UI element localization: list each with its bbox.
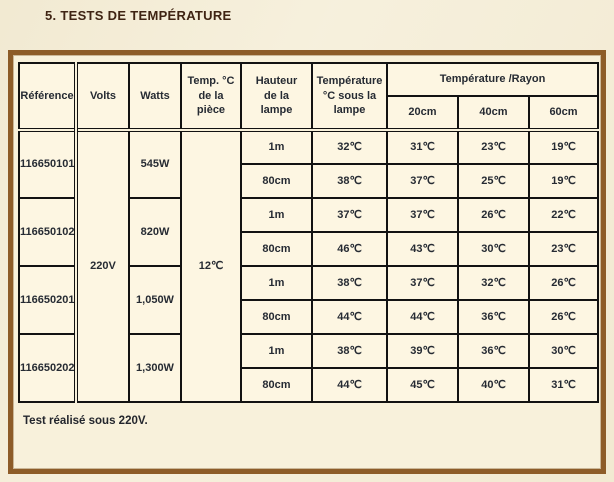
volts-cell: 220V [74,128,130,403]
temp-20cm-cell: 45℃ [386,367,459,403]
reference-cell: 116650102 [18,197,77,267]
temp-60cm-cell: 23℃ [527,231,600,267]
col-header-radius-60cm: 60cm [527,95,600,131]
watts-cell: 545W [128,128,182,199]
temp-20cm-cell: 31℃ [386,128,459,165]
table-row: 80cm 44℃ 44℃ 36℃ 26℃ [19,299,600,335]
temp-60cm-cell: 31℃ [527,367,600,403]
temp-under-lamp-cell: 38℃ [311,333,388,369]
watts-cell: 1,050W [128,265,182,335]
temp-60cm-cell: 26℃ [527,299,600,335]
room-temp-cell: 12℃ [180,128,242,403]
temp-under-lamp-cell: 32℃ [311,128,388,165]
col-header-watts: Watts [128,62,182,131]
table-row: 80cm 44℃ 45℃ 40℃ 31℃ [19,367,600,403]
col-header-room-temp: Temp. °C de la pièce [180,62,242,131]
temp-20cm-cell: 44℃ [386,299,459,335]
temp-under-lamp-cell: 38℃ [311,265,388,301]
lamp-height-cell: 80cm [240,367,313,403]
temp-40cm-cell: 30℃ [457,231,530,267]
col-header-radius-20cm: 20cm [386,95,459,131]
lamp-height-cell: 1m [240,128,313,165]
temp-under-lamp-cell: 44℃ [311,367,388,403]
col-header-temp-by-radius: Température /Rayon [385,62,600,97]
reference-cell: 116650101 [18,128,77,199]
temp-40cm-cell: 26℃ [457,197,530,233]
reference-cell: 116650201 [18,265,77,335]
temp-20cm-cell: 37℃ [386,197,459,233]
temp-60cm-cell: 30℃ [527,333,600,369]
col-header-radius-40cm: 40cm [457,95,530,131]
col-header-reference: Référence [18,62,77,131]
lamp-height-cell: 80cm [240,231,313,267]
temp-20cm-cell: 39℃ [386,333,459,369]
temp-20cm-cell: 37℃ [386,163,459,199]
temp-40cm-cell: 25℃ [457,163,530,199]
table-row: 116650202 1,300W 1m 38℃ 39℃ 36℃ 30℃ [18,333,600,403]
temp-under-lamp-cell: 37℃ [311,197,388,233]
lamp-height-cell: 80cm [240,163,313,199]
table-row: 116650101 220V 545W 12℃ 1m 32℃ 31℃ 23℃ 19℃ [18,128,600,403]
temp-20cm-cell: 37℃ [386,265,459,301]
reference-cell: 116650202 [18,333,77,403]
temp-under-lamp-cell: 46℃ [311,231,388,267]
temp-under-lamp-cell: 44℃ [311,299,388,335]
header-row-1: Référence Volts Watts Temp. °C de la piè… [18,62,600,131]
table-row: 80cm 46℃ 43℃ 30℃ 23℃ [19,231,600,267]
table-row: 116650102 820W 1m 37℃ 37℃ 26℃ 22℃ [18,197,600,267]
col-header-temp-under-lamp: Température °C sous la lampe [311,62,388,131]
watts-cell: 1,300W [128,333,182,403]
temp-40cm-cell: 32℃ [457,265,530,301]
col-header-volts: Volts [74,62,130,131]
footnote: Test réalisé sous 220V. [23,415,148,427]
spec-panel: Référence Volts Watts Temp. °C de la piè… [8,50,606,474]
temp-under-lamp-cell: 38℃ [311,163,388,199]
lamp-height-cell: 1m [240,333,313,369]
header-row-2: 20cm 40cm 60cm [19,95,600,131]
page-title: 5. TESTS DE TEMPÉRATURE [45,8,232,23]
lamp-height-cell: 80cm [240,299,313,335]
table-body: 116650101 220V 545W 12℃ 1m 32℃ 31℃ 23℃ 19℃ 80cm 38… [18,128,600,403]
table-row: 80cm 38℃ 37℃ 25℃ 19℃ [19,163,600,199]
temp-40cm-cell: 23℃ [457,128,530,165]
temp-60cm-cell: 19℃ [527,128,600,165]
temp-40cm-cell: 36℃ [457,299,530,335]
temp-40cm-cell: 40℃ [457,367,530,403]
col-header-lamp-height: Hauteur de la lampe [240,62,313,131]
temp-60cm-cell: 26℃ [527,265,600,301]
temp-60cm-cell: 22℃ [527,197,600,233]
lamp-height-cell: 1m [240,197,313,233]
temp-60cm-cell: 19℃ [527,163,600,199]
watts-cell: 820W [128,197,182,267]
table-row: 116650201 1,050W 1m 38℃ 37℃ 32℃ 26℃ [18,265,600,335]
temperature-test-table: Référence Volts Watts Temp. °C de la piè… [18,62,600,403]
lamp-height-cell: 1m [240,265,313,301]
temp-40cm-cell: 36℃ [457,333,530,369]
temp-20cm-cell: 43℃ [386,231,459,267]
